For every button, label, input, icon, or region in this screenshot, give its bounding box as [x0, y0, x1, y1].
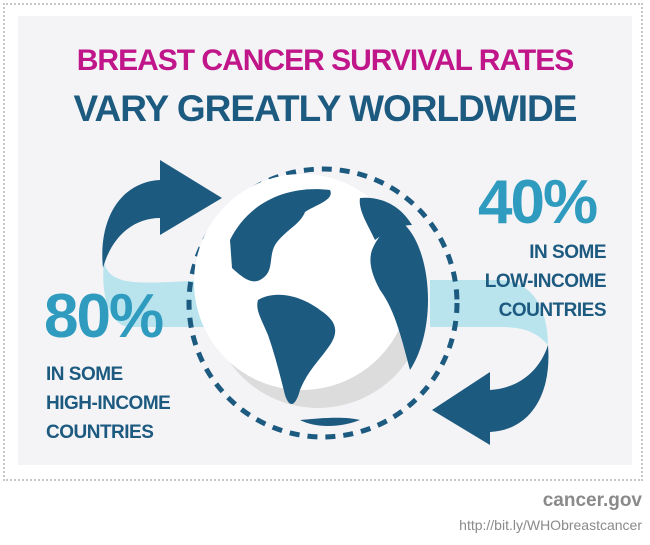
- curved-arrow-icon: [432, 345, 549, 445]
- band-right: [430, 280, 548, 345]
- dotted-frame: [3, 3, 643, 481]
- curved-arrow-icon: [102, 160, 222, 268]
- high-income-caption: IN SOME HIGH-INCOME COUNTRIES: [46, 360, 171, 447]
- caption-line: LOW-INCOME: [484, 271, 607, 292]
- caption-line: IN SOME: [529, 242, 606, 263]
- caption-line: COUNTRIES: [498, 300, 607, 321]
- low-income-caption: IN SOME LOW-INCOME COUNTRIES: [484, 238, 607, 325]
- caption-line: IN SOME: [46, 364, 123, 385]
- caption-line: HIGH-INCOME: [46, 393, 171, 414]
- band-left: [103, 262, 215, 327]
- globe-icon: [194, 174, 428, 426]
- title-line-2: VARY GREATLY WORLDWIDE: [73, 88, 578, 129]
- caption-line: COUNTRIES: [46, 422, 154, 443]
- high-income-rate: 80%: [44, 282, 164, 351]
- footer-link[interactable]: http://bit.ly/WHObreastcancer: [459, 517, 642, 533]
- title-line-1: BREAST CANCER SURVIVAL RATES: [76, 44, 575, 77]
- low-income-rate: 40%: [478, 168, 598, 237]
- dotted-orbit: [186, 166, 460, 440]
- footer-site: cancer.gov: [542, 490, 642, 511]
